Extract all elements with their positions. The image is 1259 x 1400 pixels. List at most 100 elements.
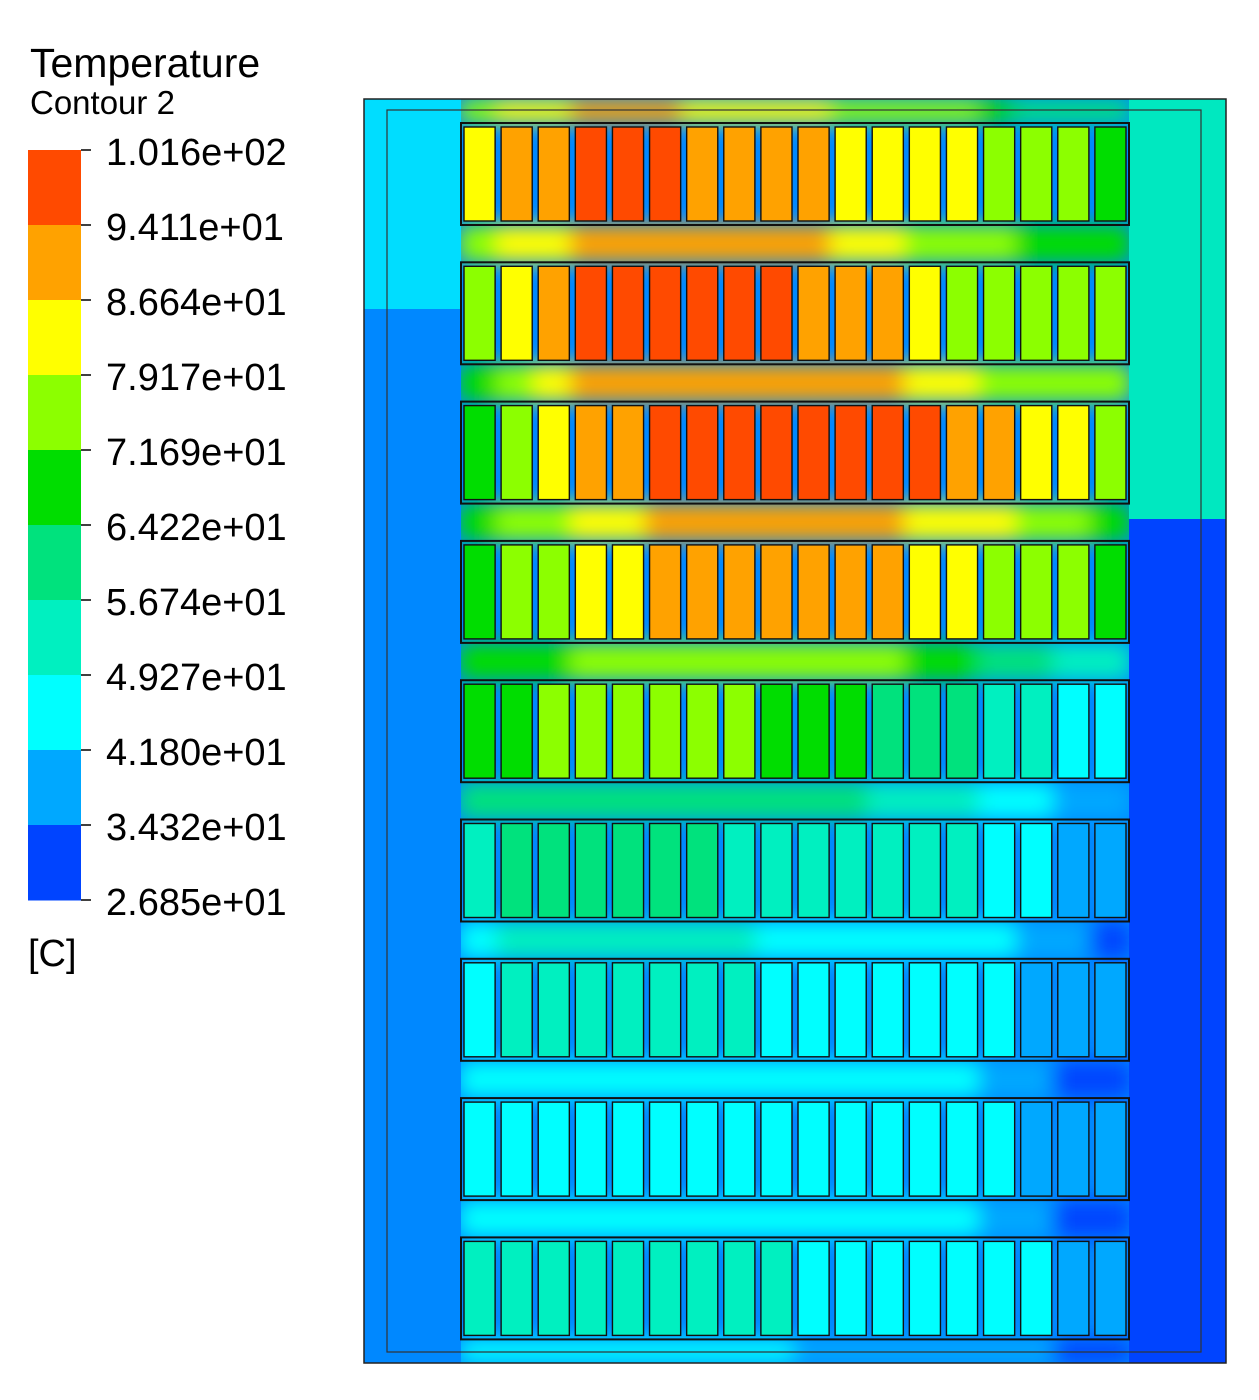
battery-cell xyxy=(537,683,571,779)
field-gap-patch xyxy=(496,1060,538,1099)
field-gap-patch xyxy=(978,1200,1020,1238)
field-gap-patch xyxy=(1052,503,1094,541)
battery-cell xyxy=(871,1101,905,1197)
field-gap-patch xyxy=(941,364,983,402)
cell-row xyxy=(460,400,1130,505)
battery-cell xyxy=(648,1101,682,1197)
battery-cell xyxy=(908,683,942,779)
field-gap-patch xyxy=(1015,642,1057,681)
field-gap-patch xyxy=(867,1339,909,1363)
battery-cell xyxy=(871,962,905,1058)
cell-row-outline xyxy=(460,1097,1130,1202)
battery-cell xyxy=(982,265,1016,361)
field-gap-patch xyxy=(533,1339,575,1363)
field-gap-patch xyxy=(1015,503,1057,541)
battery-cell xyxy=(871,126,905,222)
field-gap-patch xyxy=(755,225,797,263)
battery-cell xyxy=(1057,1101,1090,1197)
field-gap-patch xyxy=(904,503,946,541)
field-gap-patch xyxy=(644,921,686,959)
battery-cell xyxy=(908,822,942,919)
battery-cell xyxy=(982,404,1016,501)
field-gap-patch xyxy=(607,99,649,123)
field-gap-patch xyxy=(830,1200,872,1238)
field-gap-patch xyxy=(755,503,797,541)
battery-cell xyxy=(1019,962,1053,1058)
field-gap-patch xyxy=(570,364,612,402)
battery-cell xyxy=(982,544,1016,640)
field-gap-patch xyxy=(904,782,946,820)
legend-subtitle: Contour 2 xyxy=(30,84,175,121)
battery-cell xyxy=(648,404,682,501)
cell-row xyxy=(460,1097,1130,1202)
field-gap-patch xyxy=(793,782,835,820)
field-gap-patch xyxy=(830,782,872,820)
battery-cell xyxy=(537,1240,571,1337)
battery-cell xyxy=(760,822,793,919)
battery-cell xyxy=(1094,265,1127,361)
colorbar-band xyxy=(28,750,81,826)
battery-cell xyxy=(500,962,533,1058)
field-gap-patch xyxy=(867,364,909,402)
field-gap-patch xyxy=(793,225,835,263)
battery-cell xyxy=(611,126,645,222)
battery-cell xyxy=(908,962,942,1058)
field-gap-patch xyxy=(1015,364,1057,402)
field-gap-patch xyxy=(570,642,612,681)
field-gap-patch xyxy=(496,782,538,820)
field-gap-patch xyxy=(1052,225,1094,263)
battery-cell xyxy=(574,404,608,501)
battery-cell xyxy=(908,544,942,640)
battery-cell xyxy=(1019,544,1053,640)
battery-cell xyxy=(760,126,793,222)
field-gap-patch xyxy=(718,99,760,123)
battery-cell xyxy=(574,1240,608,1337)
battery-cell xyxy=(982,1101,1016,1197)
battery-cell xyxy=(1094,683,1127,779)
battery-cell xyxy=(685,822,719,919)
cell-row-outline xyxy=(460,957,1130,1062)
colorbar-tick-label: 4.927e+01 xyxy=(106,657,287,699)
battery-cell xyxy=(834,683,867,779)
field-gap-patch xyxy=(1052,782,1094,820)
battery-cell xyxy=(871,544,905,640)
battery-cell xyxy=(760,1101,793,1197)
battery-cell xyxy=(1019,1101,1053,1197)
field-gap-patch xyxy=(681,782,723,820)
field-gap-patch xyxy=(1089,99,1131,123)
field-gap-patch xyxy=(978,99,1020,123)
battery-cell xyxy=(1094,404,1127,501)
field-gap-patch xyxy=(1052,642,1094,681)
battery-cell xyxy=(500,1101,533,1197)
field-gap-patch xyxy=(718,1200,760,1238)
battery-cell xyxy=(945,822,979,919)
battery-cell xyxy=(574,962,608,1058)
battery-cell xyxy=(723,1101,756,1197)
colorbar-tick-label: 4.180e+01 xyxy=(106,732,287,774)
field-gap-patch xyxy=(644,1200,686,1238)
field-gap-patch xyxy=(681,364,723,402)
colorbar-band xyxy=(28,675,81,751)
field-gap-patch xyxy=(459,1200,501,1238)
field-gap-patch xyxy=(644,364,686,402)
battery-cell xyxy=(797,404,830,501)
battery-cell xyxy=(1019,265,1053,361)
colorbar-band xyxy=(28,825,81,901)
battery-cell xyxy=(611,265,645,361)
battery-cell xyxy=(463,1101,496,1197)
battery-cell xyxy=(500,683,533,779)
domain-border xyxy=(363,98,1227,1364)
battery-cell xyxy=(574,1101,608,1197)
field-gap-patch xyxy=(755,782,797,820)
battery-cell xyxy=(537,822,571,919)
cell-row xyxy=(460,539,1130,644)
battery-cell xyxy=(1094,822,1127,919)
cell-row-outline xyxy=(460,400,1130,505)
cell-row-outline xyxy=(460,1236,1130,1341)
field-gap-patch xyxy=(1089,1339,1131,1363)
field-gap-patch xyxy=(904,364,946,402)
battery-cell xyxy=(611,962,645,1058)
field-gap-patch xyxy=(941,225,983,263)
battery-cell xyxy=(611,683,645,779)
